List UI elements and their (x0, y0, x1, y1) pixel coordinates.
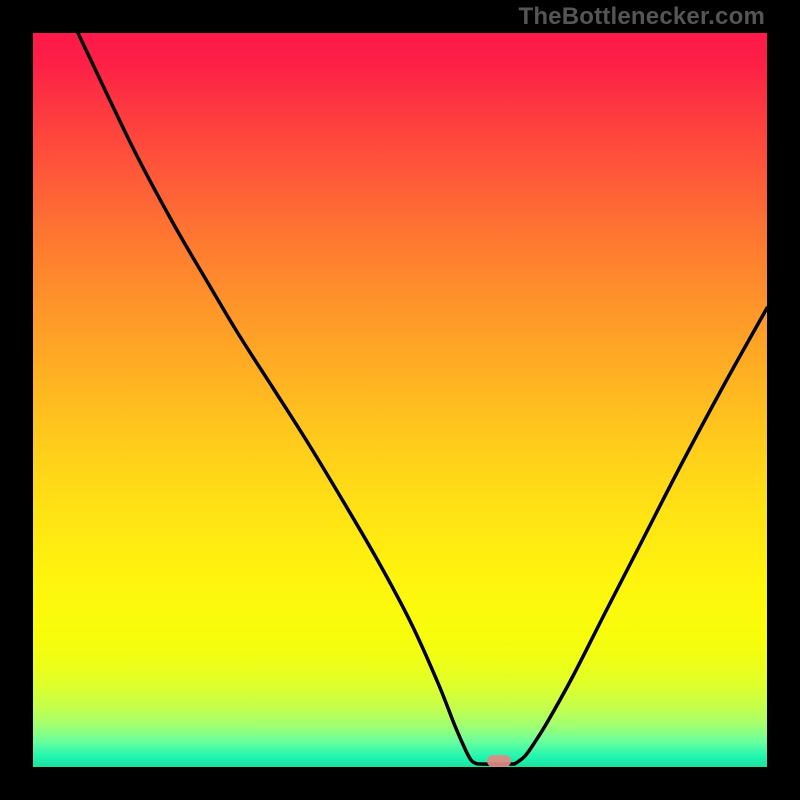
optimal-marker (487, 755, 511, 767)
watermark-label: TheBottlenecker.com (518, 3, 765, 31)
chart-svg (33, 33, 767, 767)
gradient-background (33, 33, 767, 767)
chart-root: TheBottlenecker.com (0, 0, 800, 800)
plot-area (33, 33, 767, 767)
